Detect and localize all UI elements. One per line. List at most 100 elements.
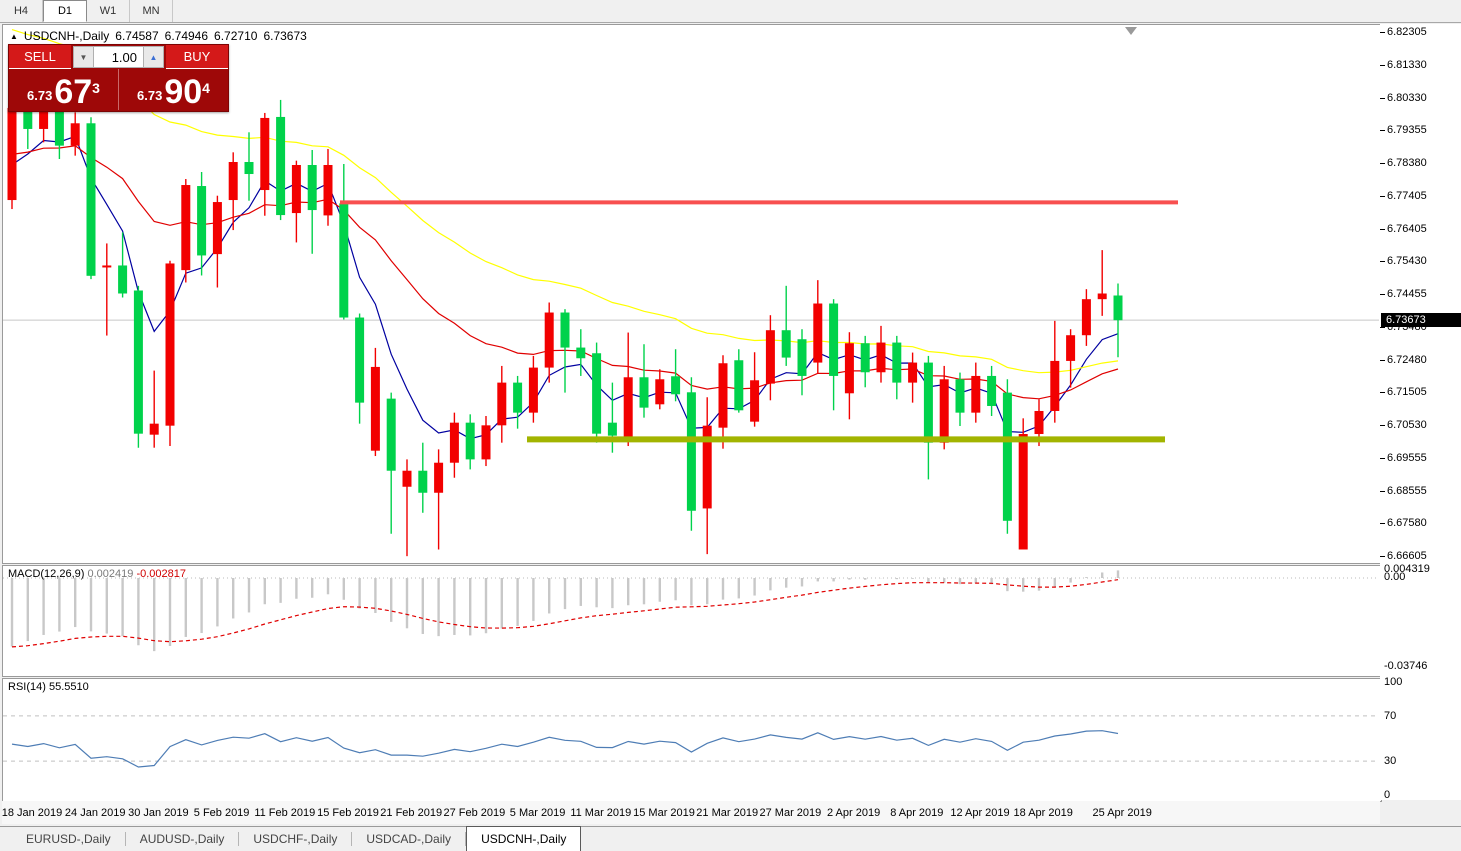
price-axis-tick xyxy=(1380,294,1385,295)
date-axis-label: 25 Apr 2019 xyxy=(1092,807,1152,819)
price-axis-label: 6.76405 xyxy=(1387,222,1427,235)
tab-separator xyxy=(124,832,126,846)
price-axis-label: 6.72480 xyxy=(1387,353,1427,366)
macd-axis-label: 0.00 xyxy=(1384,571,1406,583)
rsi-axis-label: 100 xyxy=(1384,676,1403,688)
volume-stepper: ▼ 1.00 ▲ xyxy=(71,45,166,69)
price-axis-label: 6.79355 xyxy=(1387,124,1427,137)
chart-tab-usdchf[interactable]: USDCHF-,Daily xyxy=(253,832,338,846)
price-axis-tick xyxy=(1380,490,1385,492)
date-axis-label: 5 Feb 2019 xyxy=(193,807,250,819)
buy-price-sup: 4 xyxy=(202,80,210,96)
chart-tab-eurusd[interactable]: EURUSD-,Daily xyxy=(26,832,111,846)
price-axis-label: 6.67580 xyxy=(1387,517,1427,530)
date-axis-label: 15 Mar 2019 xyxy=(633,807,695,819)
date-axis-label: 21 Feb 2019 xyxy=(380,807,443,819)
price-axis-tick xyxy=(1380,261,1385,263)
timeframe-button-d1[interactable]: D1 xyxy=(43,0,87,22)
date-axis-label: 27 Feb 2019 xyxy=(443,807,506,819)
chart-title: USDCNH-,Daily xyxy=(23,29,110,43)
price-axis-label: 6.80330 xyxy=(1387,91,1427,104)
price-axis-label: 6.77405 xyxy=(1387,189,1427,202)
rsi-label-row: RSI(14) 55.5510 xyxy=(8,681,89,693)
sell-button[interactable]: SELL xyxy=(9,45,71,69)
timeframe-button-mn[interactable]: MN xyxy=(130,0,173,22)
volume-decrease-icon[interactable]: ▼ xyxy=(73,46,94,68)
date-axis-label: 5 Mar 2019 xyxy=(509,807,566,819)
date-axis-label: 27 Mar 2019 xyxy=(759,807,822,819)
date-axis-label: 18 Jan 2019 xyxy=(1,807,63,819)
rsi-label: RSI(14) xyxy=(8,681,46,693)
price-axis-label: 6.74455 xyxy=(1387,288,1427,300)
macd-axis-label: -0.03746 xyxy=(1384,660,1428,672)
price-axis-tick xyxy=(1380,163,1385,164)
buy-price[interactable]: 6.73 90 4 xyxy=(119,69,228,110)
price-axis-tick xyxy=(1380,228,1385,230)
sell-price-sup: 3 xyxy=(92,80,100,96)
rsi-axis-label: 0 xyxy=(1384,789,1391,801)
price-axis-label: 6.78380 xyxy=(1387,157,1427,169)
chart-tab-usdcnh[interactable]: USDCNH-,Daily xyxy=(466,826,582,851)
buy-price-prefix: 6.73 xyxy=(137,88,163,103)
date-axis-label: 11 Feb 2019 xyxy=(254,807,316,819)
date-axis-label: 24 Jan 2019 xyxy=(64,807,126,819)
volume-input[interactable]: 1.00 xyxy=(94,46,143,68)
ohlc-open: 6.74587 xyxy=(115,29,159,43)
rsi-panel[interactable] xyxy=(2,678,1382,802)
date-axis-label: 11 Mar 2019 xyxy=(570,807,632,819)
price-axis-label: 6.82305 xyxy=(1387,26,1427,38)
chart-tab-bar: EURUSD-,Daily AUDUSD-,Daily USDCHF-,Daily U… xyxy=(0,826,1461,851)
price-axis-label: 6.68555 xyxy=(1387,484,1427,497)
price-axis-label: 6.70530 xyxy=(1387,419,1427,431)
timeframe-toolbar: H4 D1 W1 MN xyxy=(0,0,1461,23)
timeframe-button-w1[interactable]: W1 xyxy=(87,0,130,22)
macd-main-value: 0.002419 xyxy=(87,568,134,580)
rsi-value: 55.5510 xyxy=(48,681,89,693)
sell-price-prefix: 6.73 xyxy=(27,88,53,103)
date-axis-label: 8 Apr 2019 xyxy=(890,807,944,819)
macd-panel[interactable] xyxy=(2,565,1382,677)
chart-tab-usdcad[interactable]: USDCAD-,Daily xyxy=(366,832,452,846)
ohlc-high: 6.74946 xyxy=(164,29,209,43)
date-axis-label: 30 Jan 2019 xyxy=(128,807,189,819)
date-axis-label: 2 Apr 2019 xyxy=(826,807,881,819)
date-axis-label: 12 Apr 2019 xyxy=(950,807,1010,819)
price-axis-tick xyxy=(1380,392,1385,394)
collapse-icon[interactable]: ▲ xyxy=(10,31,18,41)
date-axis-label: 15 Feb 2019 xyxy=(317,807,379,819)
timeframe-button-h4[interactable]: H4 xyxy=(0,0,43,22)
buy-price-big: 90 xyxy=(164,73,203,111)
rsi-axis-label: 70 xyxy=(1384,709,1397,722)
price-axis-tick xyxy=(1380,32,1385,33)
tab-separator xyxy=(465,832,467,846)
price-axis-label: 6.66605 xyxy=(1387,550,1427,562)
chart-tab-audusd[interactable]: AUDUSD-,Daily xyxy=(139,832,225,846)
price-axis-label: 6.75430 xyxy=(1387,255,1427,268)
price-axis-tick xyxy=(1380,195,1385,197)
macd-label-row: MACD(12,26,9) 0.002419 -0.002817 xyxy=(8,568,186,580)
macd-signal-value: -0.002817 xyxy=(136,568,186,580)
ohlc-low: 6.72710 xyxy=(214,29,258,43)
price-axis-tick xyxy=(1380,556,1385,557)
price-axis-tick xyxy=(1380,130,1385,132)
price-axis-label: 6.69555 xyxy=(1387,451,1427,464)
tab-separator xyxy=(351,832,353,846)
sell-price-big: 67 xyxy=(54,73,93,111)
macd-label: MACD(12,26,9) xyxy=(8,568,85,580)
rsi-axis-label: 30 xyxy=(1384,755,1397,768)
ohlc-close: 6.73673 xyxy=(263,29,307,43)
tab-separator xyxy=(238,832,240,846)
buy-button[interactable]: BUY xyxy=(166,45,228,69)
sell-price[interactable]: 6.73 67 3 xyxy=(9,69,119,110)
price-axis-label: 6.81330 xyxy=(1387,58,1427,71)
price-axis-label: 6.71505 xyxy=(1387,386,1427,399)
price-axis-tick xyxy=(1380,359,1385,361)
price-axis-tick xyxy=(1380,425,1385,426)
volume-increase-icon[interactable]: ▲ xyxy=(143,46,164,68)
price-axis-strip xyxy=(1380,24,1461,800)
price-axis-tick xyxy=(1380,326,1385,328)
price-axis-tick xyxy=(1380,457,1385,459)
price-axis-tick xyxy=(1380,97,1385,99)
date-axis: 18 Jan 2019 24 Jan 2019 30 Jan 2019 5 Feb 2… xyxy=(2,801,1380,824)
